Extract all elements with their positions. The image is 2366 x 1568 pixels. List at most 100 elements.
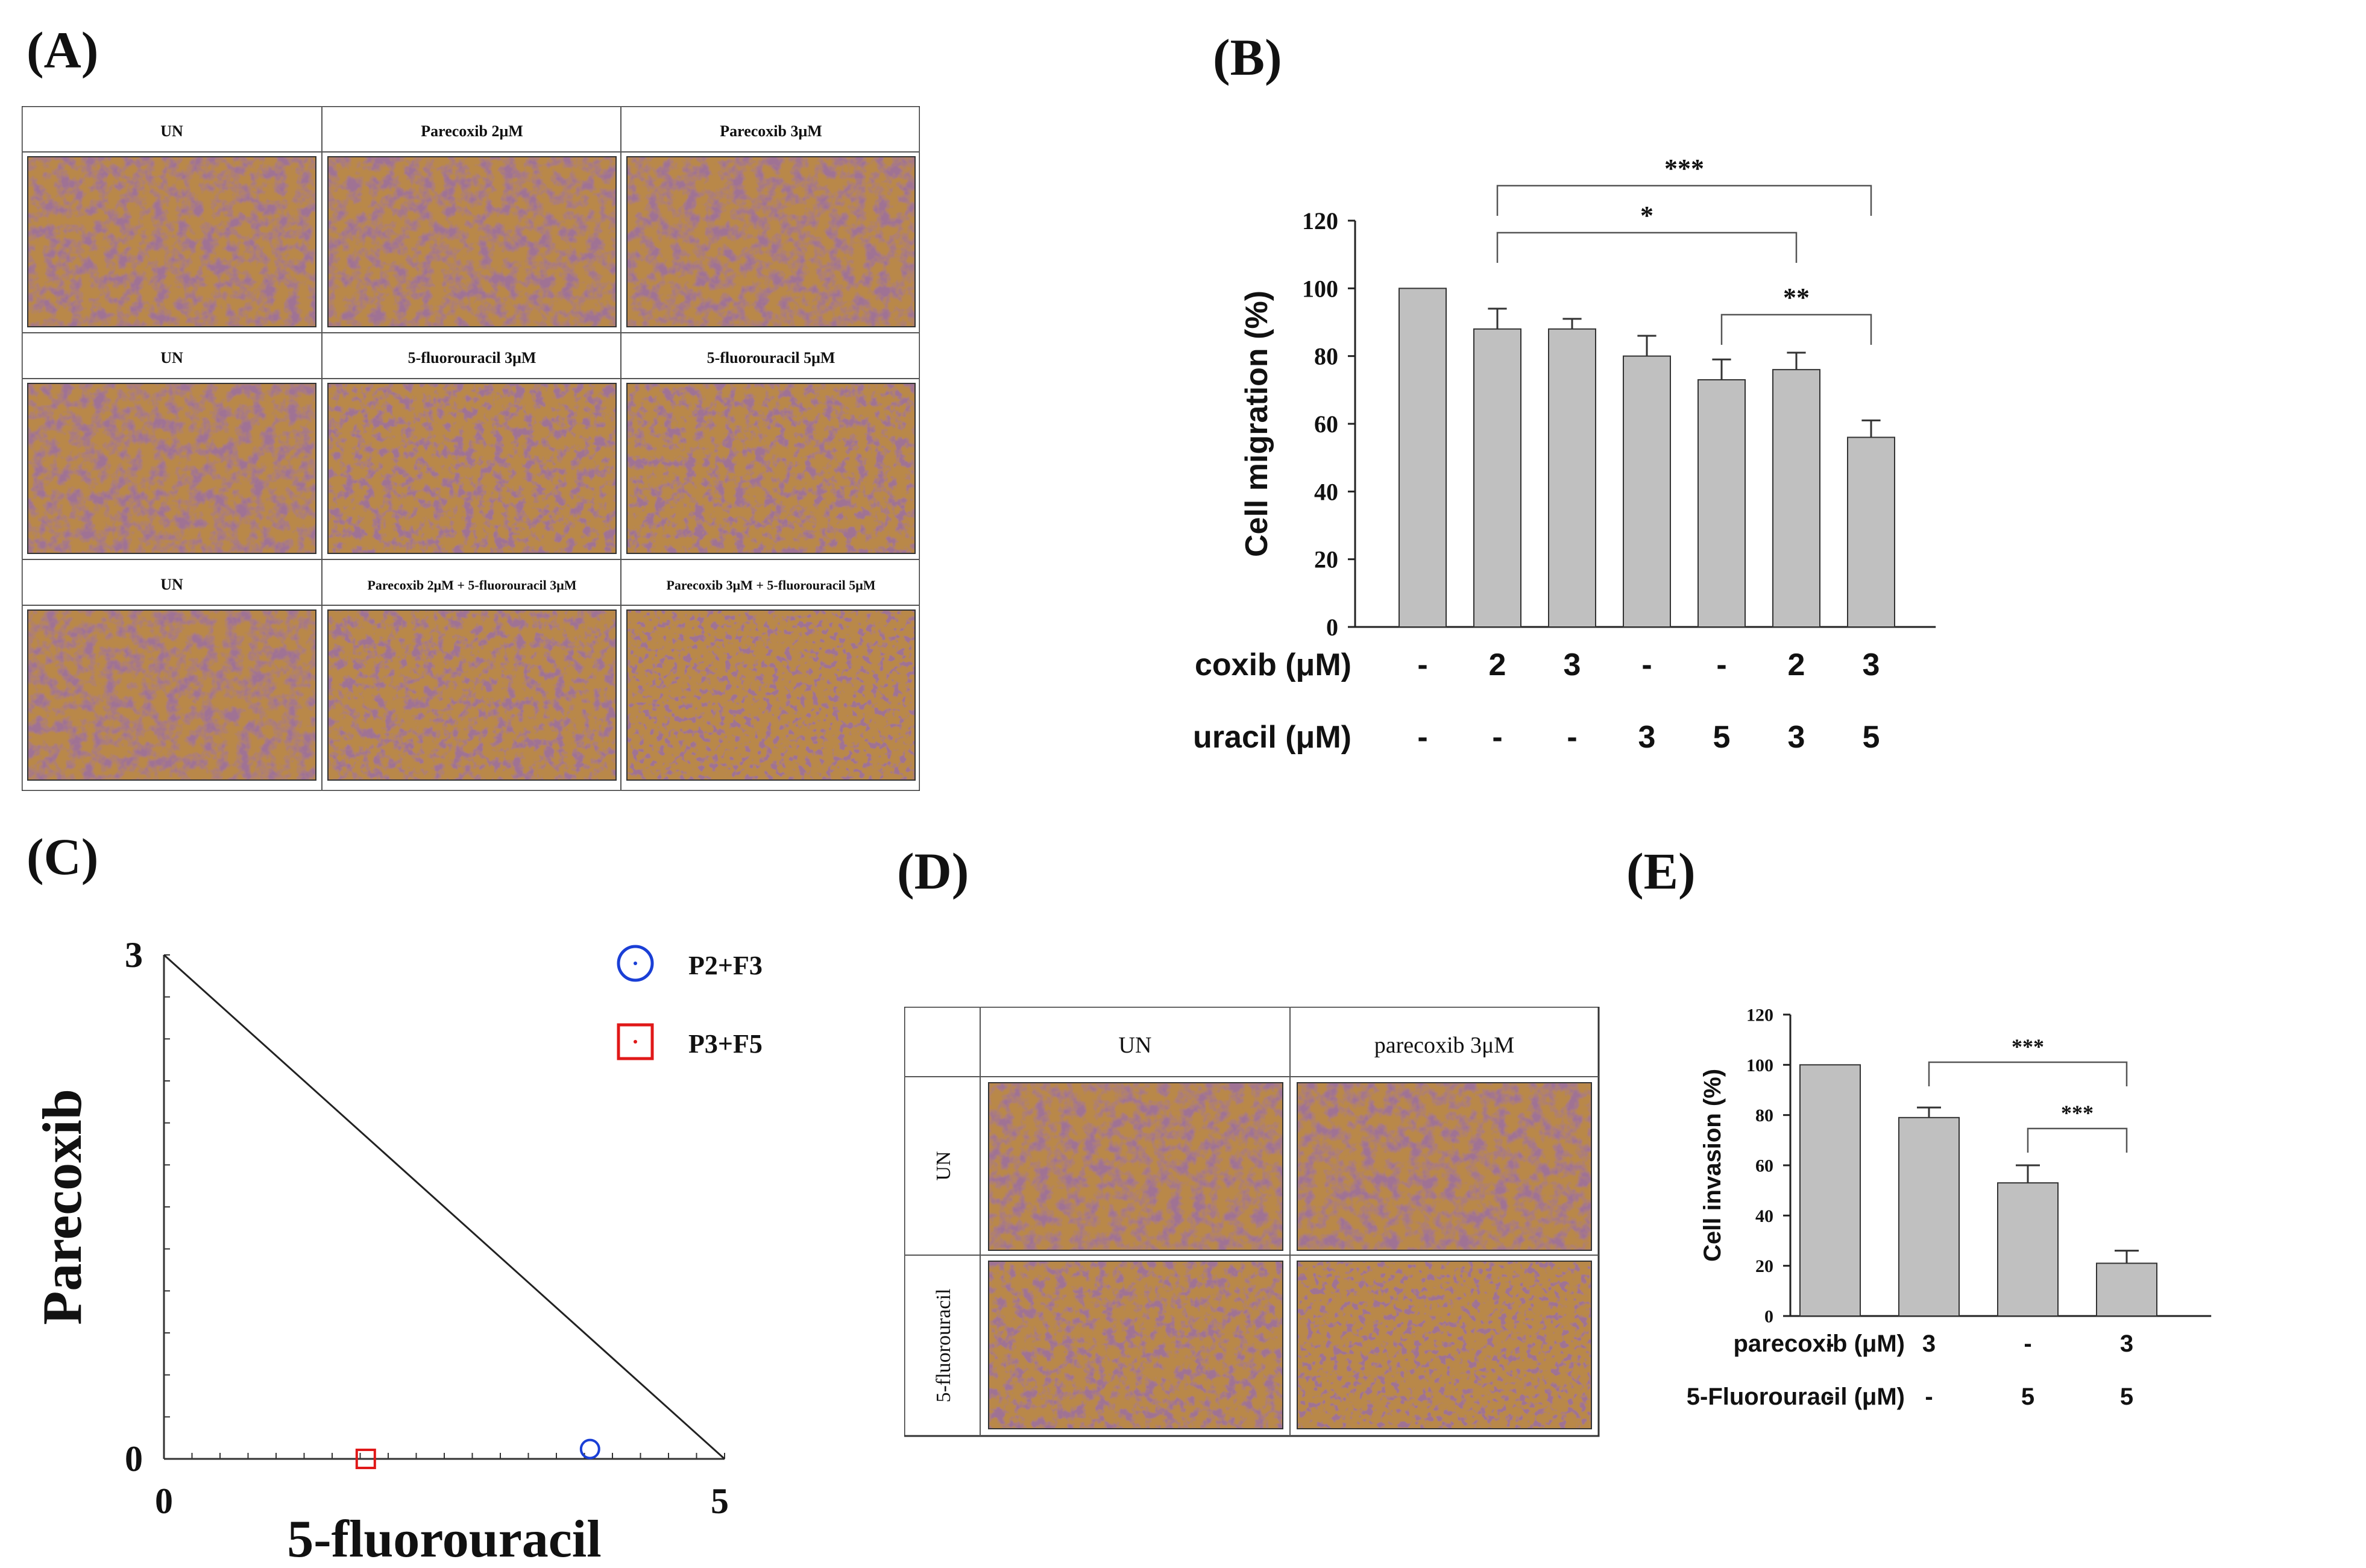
y-tick-label: 120: [1302, 207, 1338, 235]
a-micrograph-frame: [626, 383, 916, 554]
d-row-label: UN: [933, 1151, 955, 1180]
panel-label-e: (E): [1626, 842, 1696, 900]
significance-label: ***: [1664, 154, 1704, 183]
d-micrograph: [988, 1082, 1283, 1251]
condition-value: 3: [1922, 1330, 1936, 1357]
condition-value: -: [1925, 1384, 1933, 1410]
bar: [1473, 328, 1521, 628]
y-tick-label: 100: [1302, 275, 1338, 302]
condition-value: -: [1826, 1384, 1834, 1410]
bar: [1847, 436, 1895, 628]
a-micrograph-frame: [327, 383, 617, 554]
panel-c-isobologram: 0 5 0 3 5-fluorouracil Parecoxib P2+F3 P3+F5: [31, 935, 763, 1561]
significance-label: ***: [2012, 1034, 2044, 1059]
y-tick-label: 40: [1755, 1206, 1773, 1226]
a-condition-label: Parecoxib 3μM: [720, 122, 822, 140]
bar: [1623, 355, 1671, 628]
condition-value: -: [1641, 647, 1652, 682]
bar: [1997, 1182, 2059, 1317]
a-micrograph-frame: [626, 156, 916, 327]
d-micrograph: [1297, 1082, 1592, 1251]
a-micrograph-frame: [27, 383, 316, 554]
legend-label: P3+F5: [688, 1029, 763, 1059]
a-micrograph-image: [627, 383, 915, 553]
x-tick-label: 0: [155, 1481, 173, 1521]
a-micrograph: [27, 609, 316, 781]
bar: [1548, 328, 1596, 628]
a-micrograph-image: [627, 610, 915, 780]
bar: [1697, 379, 1746, 628]
y-axis-label: Cell invasion (%): [1699, 1069, 1726, 1262]
bar: [1772, 369, 1820, 628]
condition-value: -: [1716, 647, 1726, 682]
x-axis-label: 5-fluorouracil: [287, 1510, 601, 1561]
y-tick-label: 60: [1755, 1156, 1773, 1176]
condition-row-label: 5-Fluorouracil (μM): [1194, 720, 1351, 755]
condition-value: -: [1567, 720, 1577, 755]
d-micrograph-frame: [1297, 1261, 1592, 1429]
legend-marker-dot: [634, 1040, 637, 1044]
a-micrograph-frame: [27, 609, 316, 781]
data-point-square: [355, 1449, 376, 1469]
condition-value: 3: [1863, 647, 1880, 682]
y-tick-label: 0: [125, 1439, 143, 1479]
condition-row-label: 5-Fluorouracil (μM): [1687, 1384, 1905, 1410]
condition-value: 3: [1788, 720, 1805, 755]
y-tick-label: 80: [1314, 343, 1338, 370]
condition-value: 2: [1489, 647, 1506, 682]
d-micrograph-frame: [988, 1261, 1283, 1429]
condition-row-label: parecoxib (μM): [1194, 647, 1351, 682]
bar: [2096, 1262, 2157, 1317]
y-tick-label: 20: [1314, 546, 1338, 573]
a-micrograph-image: [627, 157, 915, 327]
significance-bracket: [1496, 231, 1798, 263]
condition-row-label: parecoxib (μM): [1733, 1330, 1905, 1357]
a-micrograph: [327, 609, 617, 781]
legend-marker-circle: [617, 945, 654, 982]
condition-value: -: [1417, 647, 1427, 682]
a-micrograph-image: [328, 383, 616, 553]
panel-d-micrograph-grid: UN parecoxib 3μM UN 5-fluorouracil: [904, 1007, 1600, 1437]
a-condition-label: 5-fluorouracil 5μM: [707, 349, 835, 367]
condition-value: -: [2024, 1330, 2031, 1357]
significance-label: ***: [2061, 1101, 2094, 1125]
condition-value: 5: [2021, 1384, 2034, 1410]
y-tick-label: 60: [1314, 411, 1338, 438]
panel-label-a: (A): [27, 21, 99, 79]
panel-label-b: (B): [1213, 28, 1282, 86]
a-condition-label: Parecoxib 2μM: [421, 122, 523, 140]
condition-value: 3: [2120, 1330, 2133, 1357]
bar: [1898, 1116, 1960, 1317]
bar: [1399, 288, 1447, 628]
d-micrograph-image: [989, 1083, 1283, 1250]
a-micrograph: [327, 383, 617, 554]
bar: [1799, 1064, 1861, 1317]
condition-value: 3: [1638, 720, 1656, 755]
data-point-circle: [579, 1438, 600, 1459]
x-tick-label: 5: [711, 1481, 729, 1521]
condition-value: 5: [1713, 720, 1731, 755]
d-micrograph-image: [1297, 1083, 1591, 1250]
a-micrograph-image: [328, 157, 616, 327]
a-micrograph-frame: [626, 609, 916, 781]
a-micrograph: [626, 383, 916, 554]
a-micrograph-image: [328, 610, 616, 780]
significance-bracket: [1496, 184, 1872, 216]
panel-e-invasion-chart: 0 20 40 60 80 100 120 Cell invasion (%) *** *** pa…: [1687, 1006, 2212, 1410]
condition-value: 5: [2120, 1384, 2133, 1410]
condition-value: -: [1826, 1330, 1834, 1357]
significance-bracket: [1928, 1061, 2128, 1086]
a-condition-label: UN: [160, 122, 183, 140]
d-column-label: parecoxib 3μM: [1374, 1033, 1514, 1058]
d-micrograph-frame: [988, 1082, 1283, 1251]
d-micrograph-image: [1297, 1261, 1591, 1429]
d-micrograph: [1297, 1261, 1592, 1429]
a-micrograph: [27, 156, 316, 327]
y-tick-label: 100: [1746, 1056, 1773, 1075]
condition-value: -: [1492, 720, 1502, 755]
a-micrograph: [327, 156, 617, 327]
condition-value: 3: [1564, 647, 1581, 682]
d-micrograph-image: [989, 1261, 1283, 1429]
y-tick-label: 0: [1764, 1307, 1773, 1327]
